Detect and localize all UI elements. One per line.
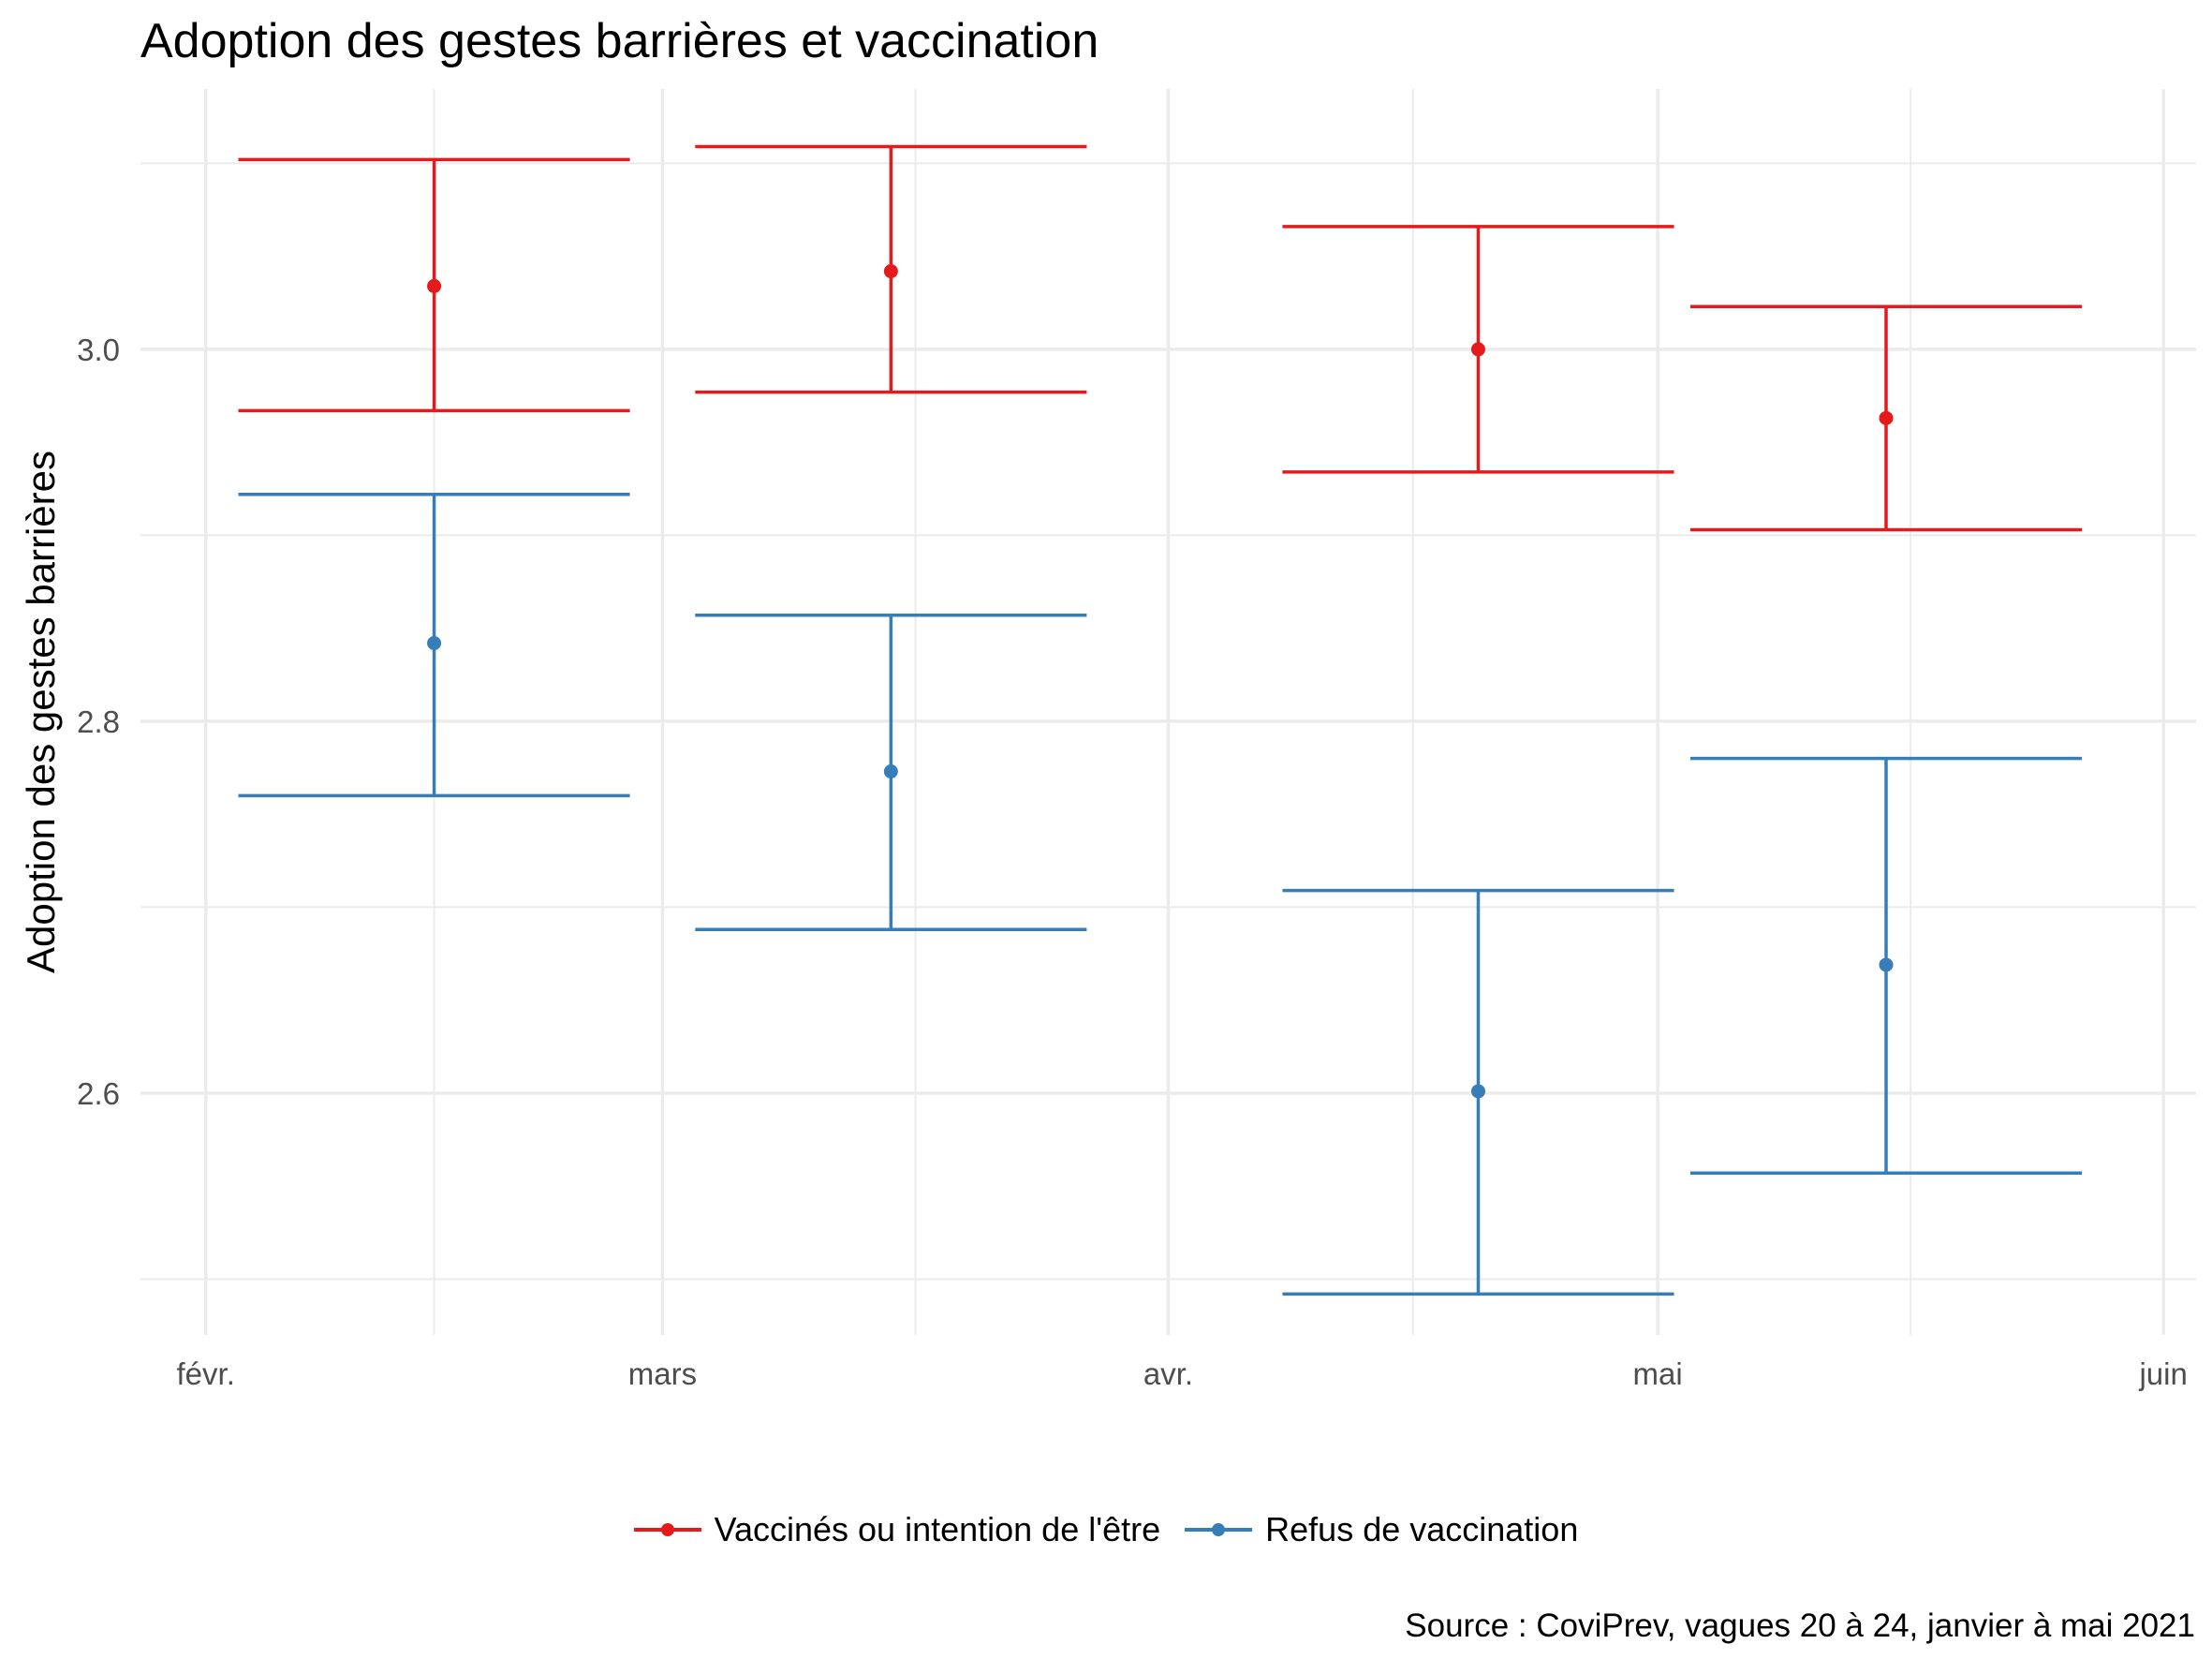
- data-point: [427, 278, 442, 293]
- y-tick-label: 2.6: [77, 1076, 120, 1111]
- data-point: [883, 264, 898, 279]
- data-point: [1470, 1084, 1485, 1099]
- y-tick-label: 2.8: [77, 704, 120, 739]
- x-tick-label: avr.: [1143, 1356, 1193, 1391]
- source-caption: Source : CoviPrev, vagues 20 à 24, janvi…: [1405, 1607, 2195, 1644]
- x-tick-label: mai: [1633, 1356, 1683, 1391]
- y-tick-label: 3.0: [77, 333, 120, 367]
- series-layer: [238, 144, 2083, 1296]
- legend-label-vaccines: Vaccinés ou intention de l'être: [714, 1510, 1161, 1548]
- series-1: [238, 492, 2083, 1296]
- x-tick-label: mars: [628, 1356, 697, 1391]
- legend-key-refus: [1185, 1523, 1253, 1536]
- legend-item-vaccines: Vaccinés ou intention de l'être: [633, 1510, 1161, 1549]
- data-point: [883, 764, 898, 779]
- data-point: [1879, 957, 1894, 972]
- legend-label-refus: Refus de vaccination: [1265, 1510, 1579, 1548]
- x-tick-label: juin: [2138, 1356, 2187, 1391]
- x-axis-ticks: févr. mars avr. mai juin: [177, 1356, 2188, 1391]
- chart-title: Adoption des gestes barrières et vaccina…: [140, 14, 1099, 68]
- data-point: [427, 636, 442, 651]
- data-point: [1879, 410, 1894, 425]
- data-point: [1470, 342, 1485, 357]
- y-axis-label: Adoption des gestes barrières: [19, 451, 63, 973]
- x-tick-label: févr.: [177, 1356, 235, 1391]
- series-0: [238, 144, 2083, 532]
- legend-key-vaccines: [633, 1523, 701, 1536]
- y-axis-ticks: 2.6 2.8 3.0: [77, 333, 120, 1111]
- legend-item-refus: Refus de vaccination: [1185, 1510, 1578, 1549]
- legend: Vaccinés ou intention de l'être Refus de…: [0, 1510, 2212, 1557]
